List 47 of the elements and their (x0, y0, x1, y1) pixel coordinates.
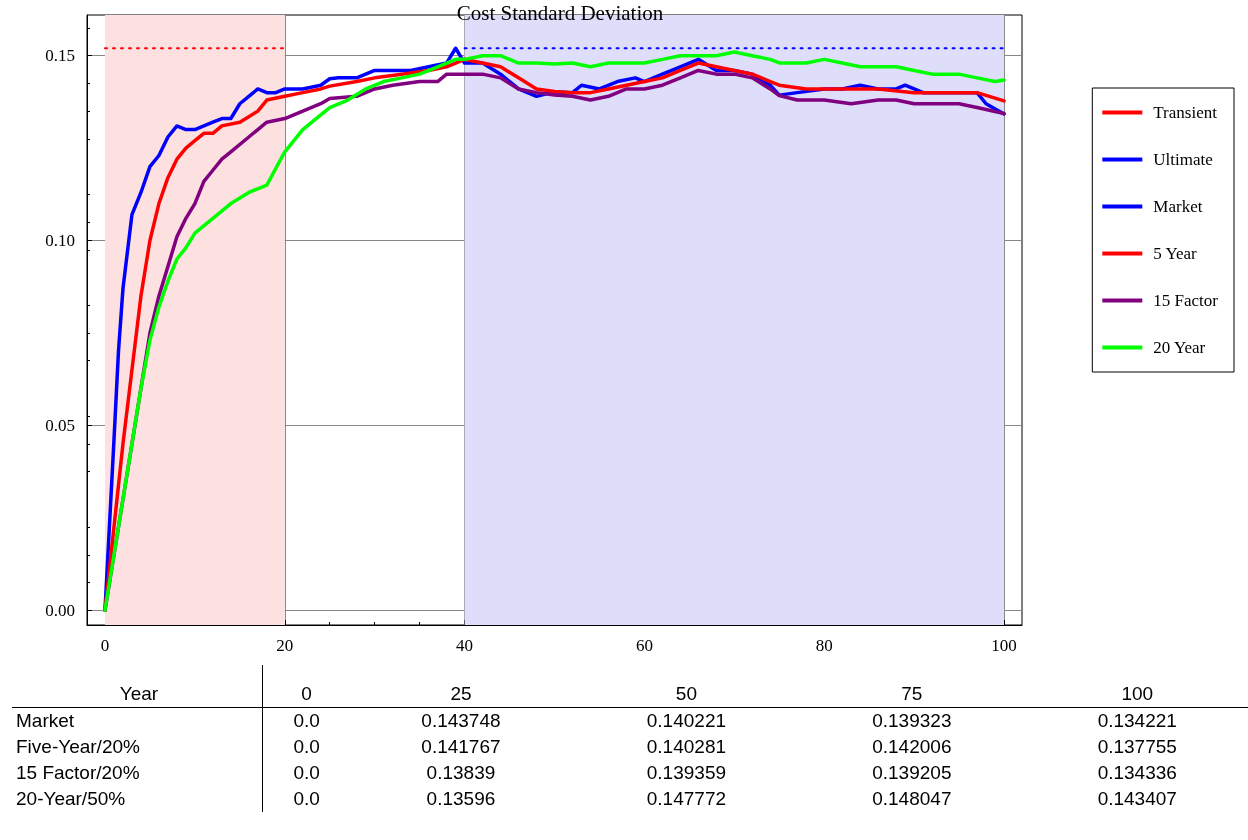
text: 0.148047 (871, 787, 953, 811)
legend-label: Ultimate (1153, 150, 1213, 169)
text: 0.140221 (645, 709, 727, 733)
text: 0.139205 (871, 761, 953, 785)
text: 15 Factor/20% (12, 760, 263, 786)
text: 0.0 (292, 735, 321, 759)
text: 0.141767 (420, 735, 502, 759)
text: 75 (797, 665, 1023, 708)
text: 25 (346, 665, 572, 708)
legend-label: Market (1153, 197, 1203, 216)
x-tick-label: 100 (991, 636, 1017, 655)
x-tick-label: 0 (100, 636, 110, 655)
chart-title: Cost Standard Deviation (456, 0, 664, 25)
x-tick-label: 20 (276, 636, 294, 655)
text: 0.13839 (425, 761, 497, 785)
x-tick-label: 40 (456, 636, 474, 655)
text: 50 (571, 665, 798, 708)
text: 0.137755 (1096, 735, 1178, 759)
text: 0.0 (292, 787, 321, 811)
x-tick-label: 80 (815, 636, 833, 655)
y-tick-label: 0.10 (45, 231, 75, 251)
text: 0.143407 (1096, 787, 1178, 811)
text: Five-Year/20% (12, 734, 263, 760)
text: Market (12, 707, 263, 734)
y-tick-label: 0.15 (45, 46, 75, 66)
text: 0.139323 (871, 709, 953, 733)
text: 0.13596 (425, 787, 497, 811)
text: 0.139359 (645, 761, 727, 785)
text: 20-Year/50% (12, 786, 263, 812)
x-tick-label: 60 (635, 636, 653, 655)
legend-label: Transient (1153, 103, 1218, 122)
y-tick-label: 0.00 (45, 600, 75, 620)
y-tick-label: 0.05 (45, 415, 75, 435)
text: 0.0 (292, 761, 321, 785)
text: 0.134221 (1096, 709, 1178, 733)
text: 0.147772 (645, 787, 727, 811)
text: Year (12, 665, 263, 708)
legend-label: 20 Year (1153, 338, 1206, 357)
text: 0.134336 (1096, 761, 1178, 785)
text: 0.140281 (645, 735, 727, 759)
legend-label: 5 Year (1153, 244, 1198, 263)
text: 0 (262, 665, 347, 708)
text: 100 (1022, 665, 1248, 708)
text: 0.142006 (871, 735, 953, 759)
legend-label: 15 Factor (1153, 291, 1219, 310)
text: 0.143748 (420, 709, 502, 733)
text: 0.0 (292, 709, 321, 733)
